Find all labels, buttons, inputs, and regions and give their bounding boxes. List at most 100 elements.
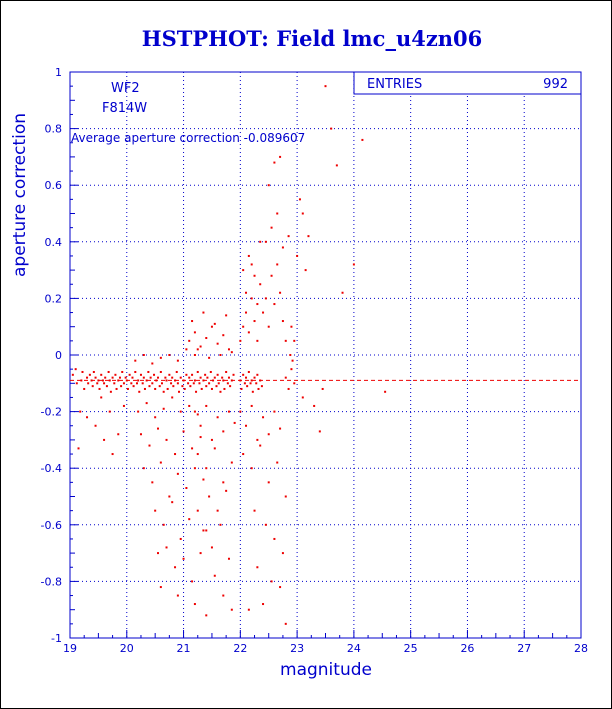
data-point bbox=[77, 447, 80, 450]
data-point bbox=[193, 354, 196, 356]
data-point bbox=[279, 291, 282, 294]
data-point bbox=[164, 376, 167, 379]
data-point bbox=[205, 467, 208, 470]
stats-box bbox=[353, 71, 582, 95]
data-point bbox=[159, 356, 162, 359]
data-point bbox=[176, 472, 179, 475]
data-point bbox=[138, 390, 141, 393]
data-point bbox=[352, 263, 355, 266]
data-point bbox=[199, 376, 202, 379]
data-point bbox=[210, 325, 213, 328]
data-point bbox=[103, 438, 106, 441]
data-point bbox=[233, 421, 236, 424]
data-point bbox=[148, 444, 151, 447]
data-point bbox=[304, 269, 307, 272]
data-point bbox=[253, 376, 256, 379]
data-point bbox=[199, 424, 202, 427]
data-point bbox=[151, 362, 154, 365]
data-point bbox=[204, 373, 207, 376]
axis-ticks bbox=[69, 71, 582, 639]
data-point bbox=[318, 430, 321, 433]
data-point bbox=[222, 430, 225, 433]
data-point bbox=[179, 376, 182, 379]
data-point bbox=[113, 382, 116, 385]
data-point bbox=[181, 385, 184, 388]
x-tick-label: 20 bbox=[120, 642, 134, 655]
data-point bbox=[87, 382, 90, 385]
data-point bbox=[251, 390, 254, 393]
data-point bbox=[242, 325, 245, 328]
data-point bbox=[175, 370, 178, 373]
data-point bbox=[264, 240, 267, 243]
data-point bbox=[247, 608, 250, 611]
data-point bbox=[361, 138, 364, 141]
data-point bbox=[287, 387, 290, 390]
data-point bbox=[222, 594, 225, 597]
data-point bbox=[256, 303, 259, 306]
data-point bbox=[128, 373, 131, 376]
y-tick-label: -0.4 bbox=[41, 462, 62, 475]
data-point bbox=[273, 303, 276, 306]
y-tick-label: 0.6 bbox=[45, 179, 63, 192]
data-point bbox=[279, 586, 282, 589]
data-point bbox=[172, 385, 175, 388]
data-point bbox=[222, 481, 225, 484]
data-point bbox=[260, 385, 263, 388]
data-point bbox=[384, 390, 387, 393]
data-point bbox=[256, 438, 259, 441]
data-point bbox=[145, 402, 148, 405]
y-tick-label: 0.8 bbox=[45, 123, 63, 136]
data-point bbox=[157, 552, 160, 555]
data-point bbox=[227, 410, 230, 413]
chart-title: HSTPHOT: Field lmc_u4zn06 bbox=[142, 26, 483, 51]
data-point bbox=[188, 404, 191, 407]
data-point bbox=[168, 354, 171, 356]
data-point bbox=[267, 184, 270, 187]
data-point bbox=[79, 410, 82, 413]
data-point bbox=[183, 387, 186, 390]
data-point bbox=[199, 345, 202, 348]
data-point bbox=[216, 509, 219, 512]
data-point bbox=[291, 359, 294, 362]
data-point bbox=[222, 379, 225, 382]
data-point bbox=[179, 537, 182, 540]
data-point bbox=[321, 387, 324, 390]
x-tick-label: 19 bbox=[63, 642, 77, 655]
data-point bbox=[171, 396, 174, 399]
x-tick-label: 23 bbox=[290, 642, 304, 655]
data-point bbox=[281, 552, 284, 555]
data-point bbox=[145, 379, 148, 382]
data-point bbox=[296, 254, 299, 257]
data-point bbox=[111, 376, 114, 379]
data-point bbox=[225, 489, 228, 492]
data-point bbox=[154, 416, 157, 419]
data-point bbox=[168, 495, 171, 498]
data-point bbox=[239, 339, 242, 342]
data-point bbox=[245, 424, 248, 427]
data-point bbox=[289, 354, 292, 356]
data-point bbox=[335, 164, 338, 167]
data-point bbox=[94, 376, 97, 379]
data-point bbox=[176, 359, 179, 362]
data-point bbox=[270, 226, 273, 229]
data-point bbox=[137, 410, 140, 413]
x-tick-label: 21 bbox=[177, 642, 191, 655]
data-point bbox=[259, 444, 262, 447]
y-tick-label: -0.2 bbox=[41, 406, 62, 419]
data-point bbox=[153, 373, 156, 376]
data-point bbox=[178, 390, 181, 393]
data-point bbox=[216, 342, 219, 345]
average-annotation: Average aperture correction -0.089607 bbox=[71, 131, 305, 145]
data-point bbox=[137, 379, 140, 382]
data-point bbox=[188, 376, 191, 379]
data-point bbox=[290, 325, 293, 328]
data-point bbox=[253, 509, 256, 512]
chip-label: WF2 bbox=[111, 81, 140, 96]
data-point bbox=[196, 413, 199, 416]
data-point bbox=[250, 297, 253, 300]
data-point bbox=[174, 453, 177, 456]
data-point bbox=[101, 379, 104, 382]
data-point bbox=[179, 410, 182, 413]
data-point bbox=[193, 331, 196, 334]
data-point bbox=[165, 546, 168, 549]
